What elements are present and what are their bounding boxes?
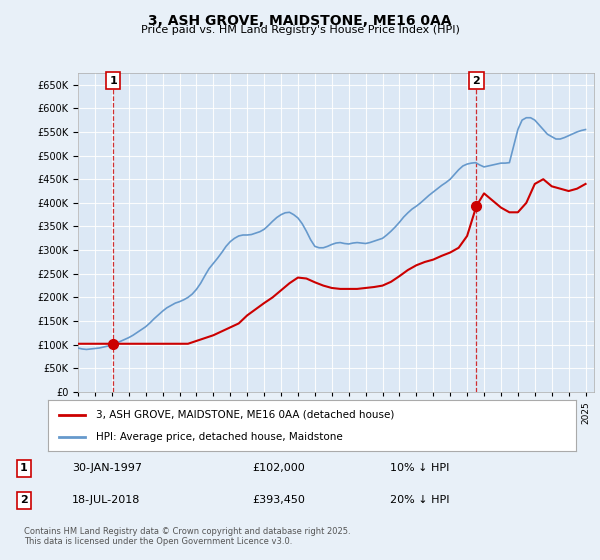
Text: £102,000: £102,000 [252,463,305,473]
Text: HPI: Average price, detached house, Maidstone: HPI: Average price, detached house, Maid… [95,432,342,442]
Text: 3, ASH GROVE, MAIDSTONE, ME16 0AA: 3, ASH GROVE, MAIDSTONE, ME16 0AA [148,14,452,28]
Text: 30-JAN-1997: 30-JAN-1997 [72,463,142,473]
Text: 1: 1 [109,76,117,86]
Text: 1: 1 [20,463,28,473]
Text: 10% ↓ HPI: 10% ↓ HPI [390,463,449,473]
Text: 18-JUL-2018: 18-JUL-2018 [72,496,140,506]
Text: 2: 2 [20,496,28,506]
Text: Price paid vs. HM Land Registry's House Price Index (HPI): Price paid vs. HM Land Registry's House … [140,25,460,35]
Text: £393,450: £393,450 [252,496,305,506]
Text: 20% ↓ HPI: 20% ↓ HPI [390,496,449,506]
Text: 2: 2 [473,76,480,86]
Text: Contains HM Land Registry data © Crown copyright and database right 2025.
This d: Contains HM Land Registry data © Crown c… [24,526,350,546]
Text: 3, ASH GROVE, MAIDSTONE, ME16 0AA (detached house): 3, ASH GROVE, MAIDSTONE, ME16 0AA (detac… [95,409,394,419]
